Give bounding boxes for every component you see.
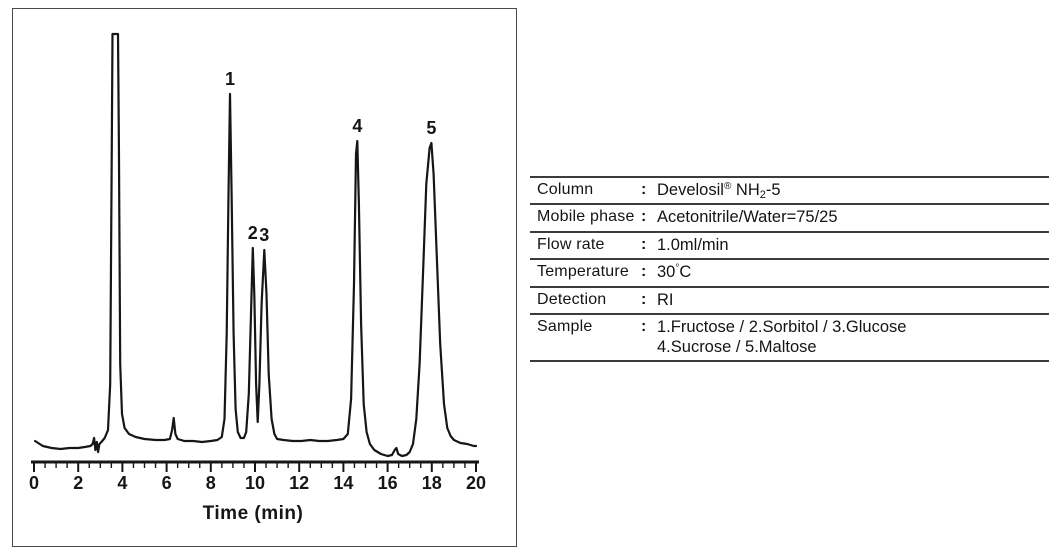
conditions-table: Column: Develosil® NH2-5 Mobile phase: Acet…	[530, 176, 1049, 363]
condition-colon: :	[641, 290, 647, 308]
x-tick-label: 6	[162, 473, 172, 493]
condition-label: Mobile phase	[537, 208, 635, 226]
condition-colon: :	[641, 263, 647, 281]
conditions-row: Mobile phase: Acetonitrile/Water=75/25	[530, 205, 1049, 233]
condition-colon: :	[641, 235, 647, 253]
x-tick-label: 8	[206, 473, 216, 493]
x-axis: 0 2 4 6 8 10 12 14 16 18 20	[29, 460, 486, 493]
condition-label: Sample	[537, 318, 593, 336]
condition-value: 1.0ml/min	[657, 235, 729, 254]
x-tick-label: 18	[422, 473, 442, 493]
condition-label: Flow rate	[537, 235, 605, 253]
peak-labels: 12 34 5	[225, 69, 436, 245]
condition-value: 1.Fructose / 2.Sorbitol / 3.Glucose 4.Suc…	[657, 318, 907, 356]
condition-value: RI	[657, 290, 674, 309]
x-tick-label: 16	[378, 473, 398, 493]
chromatogram-trace	[34, 32, 478, 458]
condition-value: 30°C	[657, 263, 692, 282]
x-tick-label: 0	[29, 473, 39, 493]
condition-colon: :	[641, 318, 647, 336]
peak-label: 2	[248, 223, 258, 243]
x-tick-label: 12	[289, 473, 309, 493]
condition-colon: :	[641, 181, 647, 198]
x-tick-label: 4	[117, 473, 127, 493]
conditions-row: Temperature:30°C	[530, 260, 1049, 288]
condition-label: Column	[537, 181, 594, 198]
peak-label: 3	[259, 225, 269, 245]
x-tick-label: 20	[466, 473, 486, 493]
x-tick-label: 14	[333, 473, 353, 493]
trace-line	[34, 32, 478, 458]
chromatogram-svg: 0 2 4 6 8 10 12 14 16 18 20 12 34 5 Time (min)	[29, 32, 486, 524]
x-tick-label: 2	[73, 473, 83, 493]
condition-value: Acetonitrile/Water=75/25	[657, 208, 838, 227]
condition-label: Detection	[537, 290, 607, 308]
x-axis-title: Time (min)	[203, 503, 304, 524]
conditions-row: Column: Develosil® NH2-5	[530, 178, 1049, 206]
condition-colon: :	[641, 208, 647, 226]
conditions-row: Detection: RI	[530, 288, 1049, 316]
x-tick-label: 10	[245, 473, 265, 493]
peak-label: 4	[352, 116, 362, 136]
conditions-row: Sample:1.Fructose / 2.Sorbitol / 3.Gluco…	[530, 315, 1049, 363]
peak-label: 1	[225, 69, 235, 89]
condition-label: Temperature	[537, 263, 630, 281]
conditions-row: Flow rate:1.0ml/min	[530, 233, 1049, 261]
condition-value: Develosil® NH2-5	[657, 181, 781, 201]
peak-label: 5	[426, 118, 436, 138]
